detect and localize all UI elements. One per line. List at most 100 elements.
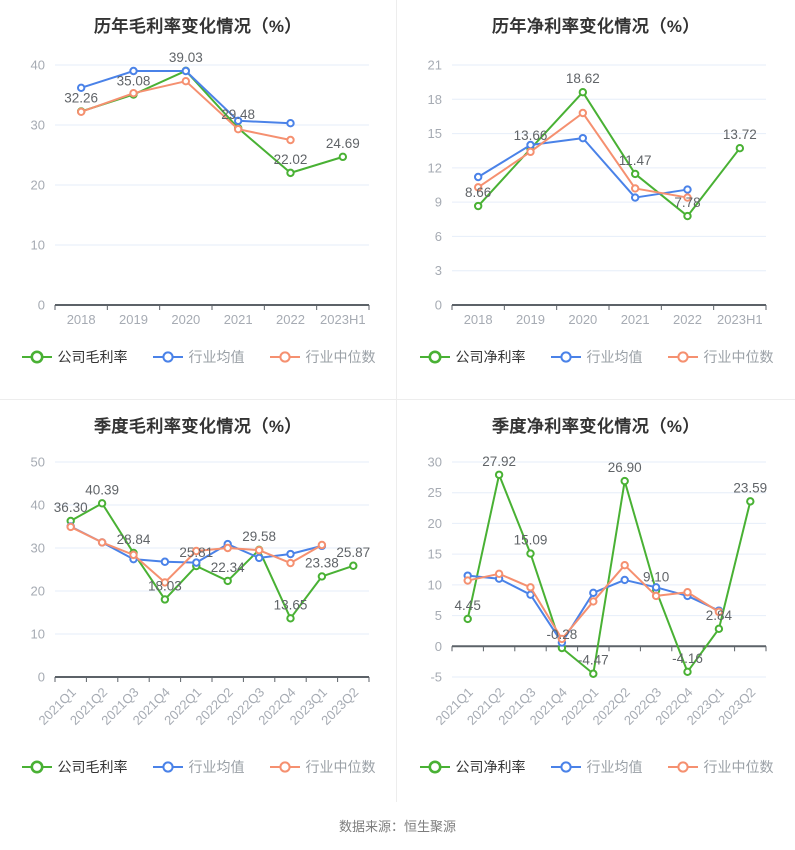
value-label: 13.66: [514, 128, 548, 143]
value-label: 32.26: [64, 90, 98, 105]
data-point-median: [254, 545, 264, 555]
chart-canvas-annual-gross-margin: 0 10 20 30 40 2018 2019 2020 2021 2022 2023H1 32.26…: [31, 50, 370, 327]
data-point-median: [526, 583, 535, 592]
value-label: 2.84: [706, 608, 733, 623]
series-line-median: [80, 80, 292, 141]
x-tick-label: 2019: [119, 312, 148, 327]
legend-label: 公司净利率: [455, 349, 526, 365]
y-tick-label: 5: [435, 608, 442, 623]
data-point-company: [349, 561, 358, 570]
value-label: 27.92: [482, 454, 516, 469]
chart-legend: 公司净利率 行业均值 行业中位数: [397, 347, 795, 367]
data-point-median: [286, 135, 295, 145]
legend-item-mean[interactable]: 行业均值: [550, 757, 643, 777]
data-point-company: [683, 667, 692, 677]
data-point-company: [494, 470, 504, 479]
legend-item-company[interactable]: 公司毛利率: [21, 347, 128, 367]
charts-grid: 历年毛利率变化情况（%） 0 10 20 30 40 2018 2019 2020 2021 20…: [0, 0, 795, 802]
y-tick-label: 3: [435, 263, 442, 278]
legend-item-company[interactable]: 公司净利率: [419, 347, 526, 367]
data-point-company: [578, 88, 588, 97]
x-tick-label: 2021: [621, 312, 650, 327]
value-label: 13.72: [723, 127, 757, 142]
legend-item-median[interactable]: 行业中位数: [667, 757, 774, 777]
value-label: 23.38: [305, 555, 339, 570]
legend-label: 行业中位数: [305, 349, 376, 365]
chart-panel-annual-gross-margin: 历年毛利率变化情况（%） 0 10 20 30 40 2018 2019 2020 2021 20…: [0, 0, 397, 400]
chart-title: 历年净利率变化情况（%）: [491, 17, 701, 36]
chart-title: 季度净利率变化情况（%）: [491, 417, 701, 436]
data-point-company: [317, 572, 327, 581]
y-tick-label: 0: [435, 639, 442, 654]
legend-item-mean[interactable]: 行业均值: [152, 757, 245, 777]
legend-label: 公司毛利率: [57, 759, 128, 775]
legend-item-median[interactable]: 行业中位数: [667, 347, 774, 367]
value-label: 11.47: [619, 153, 652, 168]
legend-label: 公司毛利率: [57, 349, 128, 365]
data-point-company: [223, 576, 232, 586]
y-tick-label: 10: [428, 577, 442, 592]
legend-label: 行业均值: [586, 349, 643, 365]
series-line-mean: [466, 574, 720, 644]
legend-item-mean[interactable]: 行业均值: [152, 347, 245, 367]
y-tick-label: 20: [31, 584, 45, 599]
value-label: 25.87: [336, 545, 370, 560]
legend-item-company[interactable]: 公司净利率: [419, 757, 526, 777]
legend-label: 行业均值: [586, 759, 643, 775]
data-point-mean: [181, 66, 191, 76]
value-label: 7.78: [674, 195, 700, 210]
y-tick-label: 15: [428, 126, 442, 141]
y-tick-label: 25: [428, 485, 442, 500]
value-label: 25.81: [179, 545, 213, 560]
y-tick-label: 20: [31, 178, 45, 193]
y-tick-label: 21: [428, 58, 442, 73]
y-tick-label: 18: [428, 92, 442, 107]
data-point-median: [66, 522, 75, 532]
legend-label: 行业均值: [188, 759, 245, 775]
data-point-median: [192, 546, 201, 556]
data-point-company: [746, 497, 755, 506]
value-label: -0.28: [547, 627, 578, 642]
value-label: 36.30: [54, 500, 88, 515]
legend-item-mean[interactable]: 行业均值: [550, 347, 643, 367]
data-point-company: [630, 169, 640, 179]
legend-item-company[interactable]: 公司毛利率: [21, 757, 128, 777]
legend-line-marker-icon: [21, 350, 52, 364]
value-label: 22.34: [211, 560, 245, 575]
value-label: 29.48: [221, 107, 255, 122]
data-point-median: [317, 540, 327, 550]
legend-line-marker-icon: [269, 351, 300, 363]
x-tick-label: 2019: [516, 312, 545, 327]
chart-title: 季度毛利率变化情况（%）: [93, 417, 303, 436]
value-label: 8.66: [465, 185, 491, 200]
y-tick-label: 10: [31, 238, 45, 253]
chart-canvas-annual-net-margin: 0 3 6 9 12 15 18 21 2018 2019 2020 2021 2022 2023H1 8.…: [428, 58, 767, 327]
value-label: 13.65: [274, 597, 308, 612]
data-point-company: [286, 168, 295, 178]
data-point-median: [526, 147, 535, 157]
data-point-mean: [620, 575, 629, 585]
y-tick-label: 9: [435, 195, 442, 210]
x-tick-label: 2020: [568, 312, 597, 327]
y-tick-label: 0: [38, 298, 45, 313]
data-point-company: [620, 476, 629, 486]
legend-line-marker-icon: [667, 351, 698, 363]
data-point-mean: [589, 588, 598, 598]
x-tick-label: 2018: [67, 312, 96, 327]
data-point-mean: [233, 116, 243, 126]
legend-item-median[interactable]: 行业中位数: [269, 757, 376, 777]
chart-panel-annual-net-margin: 历年净利率变化情况（%） 0 3 6 9 12 15 18 21 2018 2019 2020 202…: [397, 0, 795, 400]
x-tick-label: 2022: [276, 312, 305, 327]
x-tick-label: 2018: [464, 312, 493, 327]
legend-item-median[interactable]: 行业中位数: [269, 347, 376, 367]
data-point-company: [589, 669, 598, 678]
data-point-median: [463, 576, 472, 585]
data-point-median: [160, 578, 170, 587]
data-point-mean: [129, 66, 138, 76]
legend-label: 公司净利率: [455, 759, 526, 775]
chart-legend: 公司净利率 行业均值 行业中位数: [397, 757, 795, 777]
x-tick-label: 2020: [171, 312, 200, 327]
y-tick-label: 0: [435, 298, 442, 313]
legend-label: 行业中位数: [703, 349, 774, 365]
chart-title: 历年毛利率变化情况（%）: [93, 17, 303, 36]
